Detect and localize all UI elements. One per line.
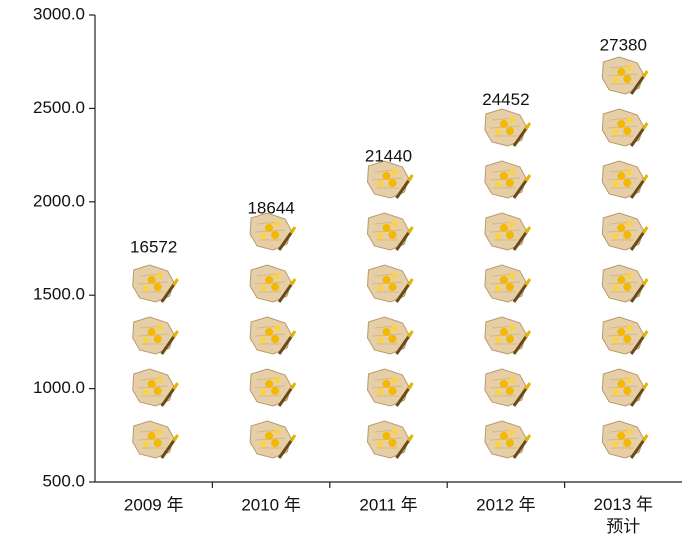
icon	[600, 55, 649, 96]
icon	[131, 367, 180, 408]
icon	[131, 315, 180, 356]
x-tick-label: 2009 年	[124, 495, 184, 514]
icon	[366, 315, 414, 356]
icon	[366, 419, 414, 460]
icon	[131, 419, 180, 460]
icon-stack	[366, 159, 414, 460]
icon	[248, 315, 297, 356]
x-tick-label: 2012 年	[476, 495, 536, 514]
icon-stack	[248, 211, 297, 460]
y-tick-label: 2500.0	[33, 98, 85, 117]
icon	[248, 367, 297, 408]
icon	[483, 419, 532, 460]
value-label: 18644	[247, 199, 294, 218]
icon-stack	[483, 107, 532, 460]
icon	[600, 315, 649, 356]
icon	[600, 367, 649, 408]
value-label: 27380	[600, 35, 647, 54]
value-label: 16572	[130, 237, 177, 256]
y-tick-label: 1000.0	[33, 378, 85, 397]
icon	[248, 419, 297, 460]
icon	[366, 211, 414, 252]
icon-stack	[131, 263, 180, 460]
icon	[483, 367, 532, 408]
icon	[600, 107, 649, 148]
icon	[483, 211, 532, 252]
icon	[248, 211, 297, 252]
icon	[483, 159, 532, 200]
icon	[483, 107, 532, 148]
y-tick-label: 1500.0	[33, 285, 85, 304]
x-tick-label: 2010 年	[241, 495, 301, 514]
x-tick-label: 2011 年	[359, 495, 417, 514]
y-tick-label: 500.0	[42, 471, 85, 490]
value-label: 24452	[482, 90, 529, 109]
icon	[483, 315, 532, 356]
icon	[248, 263, 297, 304]
icon	[483, 263, 532, 304]
icon	[600, 159, 649, 200]
icon-stack	[600, 55, 649, 460]
y-tick-label: 3000.0	[33, 4, 85, 23]
icon	[600, 419, 649, 460]
y-tick-label: 2000.0	[33, 191, 85, 210]
icon	[366, 159, 414, 200]
x-tick-label: 2013 年预计	[594, 495, 654, 536]
value-label: 21440	[365, 146, 412, 165]
icon	[366, 367, 414, 408]
icon	[600, 263, 649, 304]
icon	[366, 263, 414, 304]
icon	[600, 211, 649, 252]
icon	[131, 263, 180, 304]
